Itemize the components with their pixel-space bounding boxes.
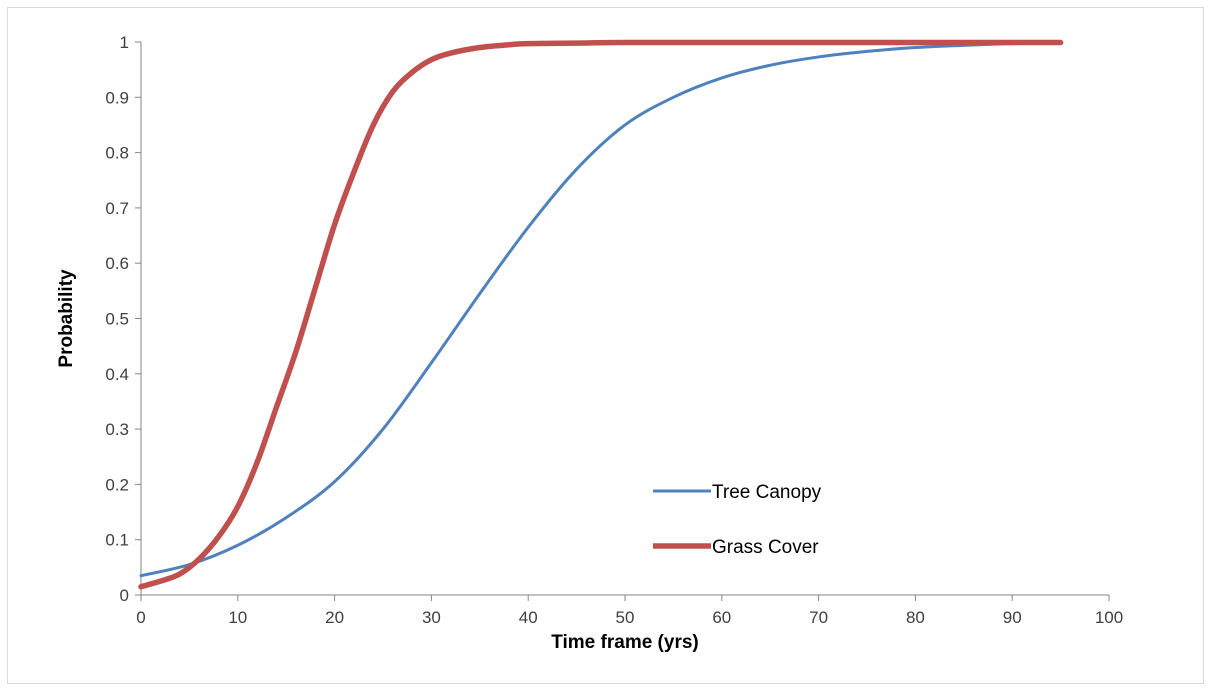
x-tick-label: 70 [809, 608, 828, 627]
y-tick-label: 0.5 [105, 310, 129, 329]
legend-entry-grass-cover: Grass Cover [653, 537, 819, 558]
y-tick-label: 0.4 [105, 365, 129, 384]
legend-entry-tree-canopy: Tree Canopy [653, 482, 822, 503]
y-tick-label: 1 [120, 33, 129, 52]
series-layer [138, 39, 1064, 590]
y-tick-label: 0.8 [105, 144, 129, 163]
y-tick-label: 0.6 [105, 254, 129, 273]
x-tick-label: 60 [712, 608, 731, 627]
y-tick-label: 0.9 [105, 88, 129, 107]
series-line-grass-cover [138, 39, 1064, 590]
y-tick-label: 0 [120, 586, 129, 605]
x-tick-label: 90 [1003, 608, 1022, 627]
x-axis-title: Time frame (yrs) [551, 632, 699, 653]
y-tick-label: 0.7 [105, 199, 129, 218]
x-tick-label: 50 [616, 608, 635, 627]
y-axis-title: Probability [56, 269, 77, 368]
x-tick-label: 0 [136, 608, 145, 627]
y-tick-label: 0.1 [105, 531, 129, 550]
legend-label: Tree Canopy [712, 482, 822, 503]
x-tick-label: 20 [325, 608, 344, 627]
legend-label: Grass Cover [712, 537, 819, 558]
line-chart: 00.10.20.30.40.50.60.70.80.910 10 20 30 40 50… [56, 33, 1123, 653]
x-tick-label: 10 [228, 608, 247, 627]
legend: Tree Canopy Grass Cover [653, 482, 822, 558]
x-tick-label: 80 [906, 608, 925, 627]
axes-layer: 00.10.20.30.40.50.60.70.80.910 10 20 30 40 50… [105, 33, 1123, 627]
y-tick-label: 0.2 [105, 475, 129, 494]
y-tick-label: 0.3 [105, 420, 129, 439]
chart-frame: 0 0.1 0.2 0.3 0.4 0.5 0.6 0.7 0.8 0.9 1 0 10 20 30 40 50… [7, 7, 1204, 684]
x-tick-label: 100 [1095, 608, 1123, 627]
series-line-tree-canopy [139, 41, 1063, 578]
x-tick-label: 40 [519, 608, 538, 627]
x-tick-label: 30 [422, 608, 441, 627]
